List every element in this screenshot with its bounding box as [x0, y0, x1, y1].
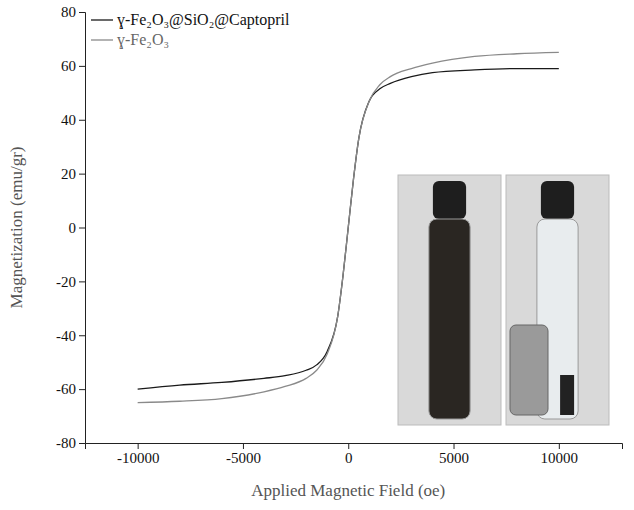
tick: 80 — [61, 4, 85, 20]
tick-label: 10000 — [541, 450, 579, 466]
tick: 20 — [61, 166, 85, 182]
tick: -40 — [56, 328, 85, 344]
tick-mark — [79, 66, 85, 67]
legend-label: ɣ-Fe₂O₃@SiO₂@Captopril — [117, 11, 290, 29]
legend-entry: ɣ-Fe₂O₃@SiO₂@Captopril — [91, 11, 290, 29]
legend-swatch — [91, 39, 113, 40]
tick-label: -20 — [56, 274, 76, 290]
tick-mark — [348, 443, 349, 449]
particles — [560, 375, 574, 415]
tick: 60 — [61, 58, 85, 74]
y-axis-title: Magnetization (emu/gr) — [7, 147, 26, 309]
vial-cap — [433, 181, 466, 219]
tick-label: -60 — [56, 381, 76, 397]
tick-label: -10000 — [117, 450, 160, 466]
tick: 5000 — [439, 443, 469, 466]
x-axis-title: Applied Magnetic Field (oe) — [251, 481, 445, 500]
tick-label: 0 — [345, 450, 353, 466]
series-line — [138, 52, 559, 402]
axis-line — [86, 444, 623, 450]
inset-photo — [398, 175, 501, 425]
tick-mark — [79, 389, 85, 390]
y-axis: -80 -60 -40 -20 0 20 40 60 80 — [56, 4, 86, 451]
tick-mark — [79, 281, 85, 282]
tick: 10000 — [541, 443, 579, 466]
tick-label: 80 — [61, 4, 76, 20]
tick: 0 — [69, 220, 86, 236]
tick-label: 20 — [61, 166, 76, 182]
axis-line — [79, 13, 86, 444]
tick: -80 — [56, 435, 85, 451]
tick: -60 — [56, 381, 85, 397]
tick-label: -40 — [56, 328, 76, 344]
legend-entry: ɣ-Fe₂O₃ — [91, 31, 169, 49]
tick-mark — [559, 443, 560, 449]
magnet — [510, 325, 548, 415]
x-axis: -10000 -5000 0 5000 10000 — [86, 443, 623, 466]
tick-mark — [79, 174, 85, 175]
tick-label: -5000 — [226, 450, 261, 466]
chart: -10000 -5000 0 5000 10000 -80 -60 -40 -20 0 20 40 60… — [0, 0, 634, 510]
tick-mark — [243, 443, 244, 449]
tick-mark — [79, 443, 85, 444]
tick-mark — [79, 120, 85, 121]
tick: -5000 — [226, 443, 261, 466]
inset-photo — [506, 175, 609, 425]
tick-label: 0 — [69, 220, 77, 236]
legend-swatch — [91, 19, 113, 20]
legend: ɣ-Fe₂O₃@SiO₂@Captopril ɣ-Fe₂O₃ — [91, 11, 290, 49]
tick-mark — [79, 12, 85, 13]
vial-cap — [541, 181, 574, 219]
tick-label: 40 — [61, 112, 76, 128]
vial-body — [429, 219, 470, 419]
tick: 40 — [61, 112, 85, 128]
tick-label: 60 — [61, 58, 76, 74]
tick-mark — [79, 228, 85, 229]
tick-label: 5000 — [439, 450, 469, 466]
tick: -20 — [56, 274, 85, 290]
inset-photos — [398, 175, 609, 425]
photo-background — [398, 175, 501, 425]
legend-label: ɣ-Fe₂O₃ — [117, 31, 169, 49]
tick-mark — [79, 335, 85, 336]
tick-mark — [454, 443, 455, 449]
tick-mark — [138, 443, 139, 449]
tick: -10000 — [117, 443, 160, 466]
plot-area: -10000 -5000 0 5000 10000 -80 -60 -40 -20 0 20 40 60… — [56, 4, 623, 465]
tick: 0 — [345, 443, 353, 466]
tick-label: -80 — [56, 435, 76, 451]
photo-background — [506, 175, 609, 425]
series-lines — [138, 52, 559, 402]
